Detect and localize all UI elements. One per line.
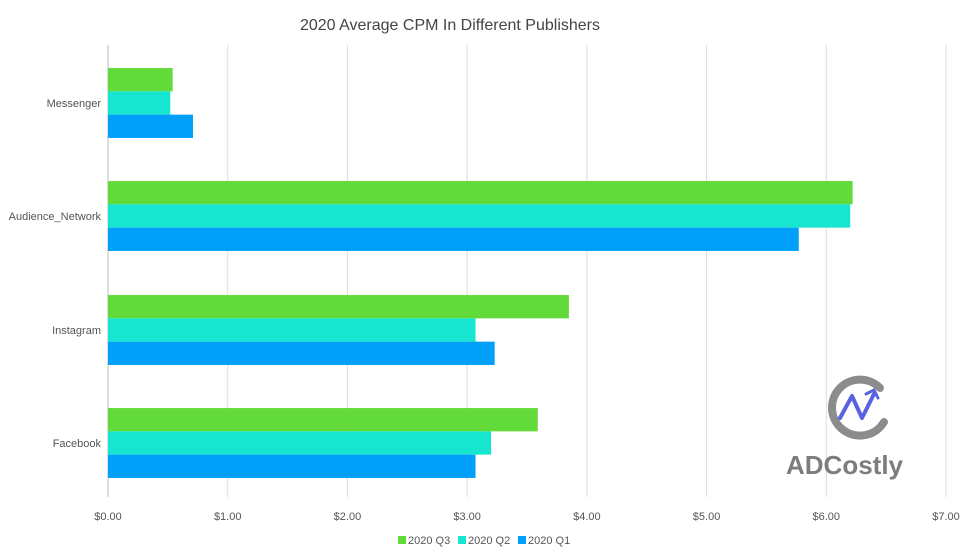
legend: 2020 Q3 2020 Q2 2020 Q1 xyxy=(398,535,570,547)
legend-swatch xyxy=(398,536,406,544)
bar xyxy=(108,181,853,205)
category-label: Instagram xyxy=(52,325,101,337)
bar xyxy=(108,431,492,455)
legend-label: 2020 Q1 xyxy=(528,535,570,547)
watermark-logo: ADCostly xyxy=(786,375,904,480)
x-tick-label: $7.00 xyxy=(932,511,960,523)
x-tick-label: $6.00 xyxy=(813,511,841,523)
x-tick-label: $3.00 xyxy=(453,511,481,523)
category-label: Facebook xyxy=(53,438,102,450)
x-tick-label: $1.00 xyxy=(214,511,242,523)
category-label: Messenger xyxy=(47,98,102,110)
watermark-text: ADCostly xyxy=(786,450,904,480)
bar xyxy=(108,341,495,365)
adcostly-logo-icon xyxy=(828,375,888,440)
legend-label: 2020 Q3 xyxy=(408,535,450,547)
category-labels: Messenger Audience_Network Instagram Facebo… xyxy=(9,98,102,450)
bar xyxy=(108,204,851,228)
bar xyxy=(108,227,799,251)
bar xyxy=(108,318,476,342)
legend-swatch xyxy=(518,536,526,544)
bars xyxy=(108,68,853,478)
bar xyxy=(108,454,476,478)
gridlines xyxy=(107,45,947,497)
chart-title: 2020 Average CPM In Different Publishers xyxy=(300,17,600,34)
legend-label: 2020 Q2 xyxy=(468,535,510,547)
category-label: Audience_Network xyxy=(9,211,102,223)
bar xyxy=(108,68,173,92)
x-tick-labels: $0.00 $1.00 $2.00 $3.00 $4.00 $5.00 $6.00 $7.00 xyxy=(94,511,960,523)
x-tick-label: $5.00 xyxy=(693,511,721,523)
x-tick-label: $0.00 xyxy=(94,511,122,523)
bar xyxy=(108,408,538,432)
legend-swatch xyxy=(458,536,466,544)
x-tick-label: $4.00 xyxy=(573,511,601,523)
bar xyxy=(108,114,193,138)
bar xyxy=(108,295,569,319)
x-tick-label: $2.00 xyxy=(334,511,362,523)
bar xyxy=(108,91,171,115)
